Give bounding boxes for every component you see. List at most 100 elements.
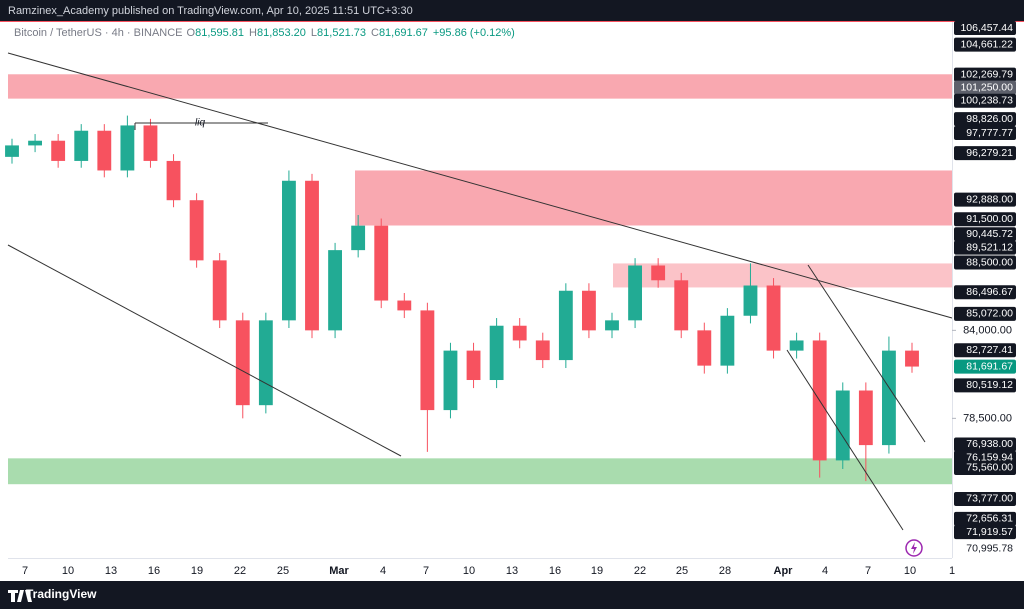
zone bbox=[8, 458, 952, 485]
logo-mark bbox=[8, 590, 32, 602]
price-label: 101,250.00 bbox=[960, 81, 1013, 93]
drawings bbox=[7, 52, 953, 531]
candle-body bbox=[720, 315, 735, 366]
x-tick-label: 22 bbox=[634, 565, 646, 577]
candle-body bbox=[905, 350, 919, 367]
ohlc-value: 81,595.81 bbox=[195, 27, 244, 39]
price-label: 70,995.78 bbox=[966, 543, 1013, 555]
ohlc-key: L bbox=[311, 27, 317, 39]
x-tick-label: 16 bbox=[148, 565, 160, 577]
x-tick-label: 25 bbox=[676, 565, 688, 577]
candle-body bbox=[466, 350, 481, 381]
x-tick-label: 4 bbox=[380, 565, 386, 577]
price-label: 92,888.00 bbox=[966, 193, 1013, 205]
legend-header: Bitcoin / TetherUS · 4h · BINANCE O 81,595… bbox=[14, 27, 515, 39]
price-label: 104,661.22 bbox=[960, 38, 1013, 50]
candle-body bbox=[51, 140, 66, 161]
price-label: 91,500.00 bbox=[966, 213, 1013, 225]
price-label-bg bbox=[954, 80, 1016, 95]
price-label-bg bbox=[954, 21, 1016, 35]
ohlc-value: 81,691.67 bbox=[379, 27, 428, 39]
candle-body bbox=[489, 325, 504, 381]
price-label-bg bbox=[954, 378, 1016, 393]
footer-logo bbox=[8, 590, 32, 602]
price-label-bg bbox=[954, 112, 1016, 127]
price-label: 82,727.41 bbox=[966, 344, 1013, 356]
price-label: 72,656.31 bbox=[966, 513, 1013, 525]
price-label: 75,560.00 bbox=[966, 462, 1013, 474]
candle-body bbox=[258, 320, 273, 406]
price-label-bg bbox=[954, 93, 1016, 108]
x-tick-label: 19 bbox=[191, 565, 203, 577]
x-tick-label: Apr bbox=[774, 565, 794, 577]
price-label-bg bbox=[954, 67, 1016, 82]
trend-line bbox=[7, 52, 953, 319]
x-tick-label: 10 bbox=[463, 565, 475, 577]
brand: TradingView bbox=[26, 587, 97, 601]
annotation: liq bbox=[195, 118, 205, 129]
ohlc-value: +95.86 (+0.12%) bbox=[433, 27, 515, 39]
price-label: 89,521.12 bbox=[966, 241, 1013, 253]
price-label: 80,519.12 bbox=[966, 379, 1013, 391]
candle-body bbox=[97, 130, 112, 171]
price-label: 86,496.67 bbox=[966, 286, 1013, 298]
candle-body bbox=[328, 250, 342, 331]
ohlc-key: O bbox=[187, 27, 196, 39]
zones bbox=[8, 74, 952, 485]
zone bbox=[355, 170, 952, 226]
price-label: 96,279.21 bbox=[966, 147, 1013, 159]
y-tick-label: 84,000.00 bbox=[963, 324, 1012, 336]
candle-body bbox=[535, 340, 550, 361]
symbol-title: Bitcoin / TetherUS · 4h · BINANCE bbox=[14, 27, 183, 39]
trend-line bbox=[786, 349, 904, 531]
candle-body bbox=[143, 125, 158, 161]
x-tick-label: 28 bbox=[719, 565, 731, 577]
x-tick-label: 25 bbox=[277, 565, 289, 577]
candle-body bbox=[74, 130, 89, 161]
price-label-bg bbox=[954, 437, 1016, 452]
candle-body bbox=[882, 350, 896, 446]
price-label-bg bbox=[954, 525, 1016, 540]
ohlc-key: H bbox=[249, 27, 257, 39]
x-tick-label: Mar bbox=[329, 565, 349, 577]
price-label: 76,159.94 bbox=[966, 451, 1013, 463]
price-label-bg bbox=[954, 359, 1016, 374]
candle-body bbox=[605, 320, 619, 331]
price-label: 90,445.72 bbox=[966, 228, 1013, 240]
x-tick-label: 7 bbox=[22, 565, 28, 577]
price-label-bg bbox=[954, 343, 1016, 358]
candle-body bbox=[282, 180, 296, 321]
trend-line bbox=[7, 244, 402, 457]
candle-body bbox=[558, 290, 573, 361]
price-label: 81,691.67 bbox=[966, 360, 1013, 372]
price-label-bg bbox=[954, 491, 1016, 506]
candles bbox=[5, 115, 919, 482]
candle-body bbox=[789, 340, 804, 351]
x-tick-label: 10 bbox=[62, 565, 74, 577]
candle-body bbox=[189, 200, 204, 261]
price-label-bg bbox=[954, 240, 1016, 255]
price-label: 88,500.00 bbox=[966, 256, 1013, 268]
candle-body bbox=[582, 290, 596, 331]
price-axis: 84,000.00 78,500.00 106,457.44 104,661.22 10… bbox=[952, 21, 1016, 555]
price-label-bg bbox=[954, 37, 1016, 52]
x-tick-label: 19 bbox=[591, 565, 603, 577]
x-tick-label: 1 bbox=[949, 565, 955, 577]
x-tick-label: 10 bbox=[904, 565, 916, 577]
zone bbox=[8, 74, 952, 99]
price-label: 106,457.44 bbox=[960, 22, 1013, 34]
price-label: 71,919.57 bbox=[966, 526, 1013, 538]
price-label: 76,938.00 bbox=[966, 438, 1013, 450]
price-label-bg bbox=[954, 126, 1016, 141]
price-label-bg bbox=[954, 192, 1016, 207]
alert-bolt bbox=[911, 542, 917, 554]
candle-body bbox=[628, 265, 642, 321]
candle-body bbox=[743, 285, 758, 316]
candle-body bbox=[835, 390, 850, 461]
price-label-bg bbox=[954, 285, 1016, 300]
price-label-bg bbox=[954, 511, 1016, 526]
x-tick-label: 7 bbox=[423, 565, 429, 577]
x-tick-label: 13 bbox=[105, 565, 117, 577]
x-tick-label: 13 bbox=[506, 565, 518, 577]
